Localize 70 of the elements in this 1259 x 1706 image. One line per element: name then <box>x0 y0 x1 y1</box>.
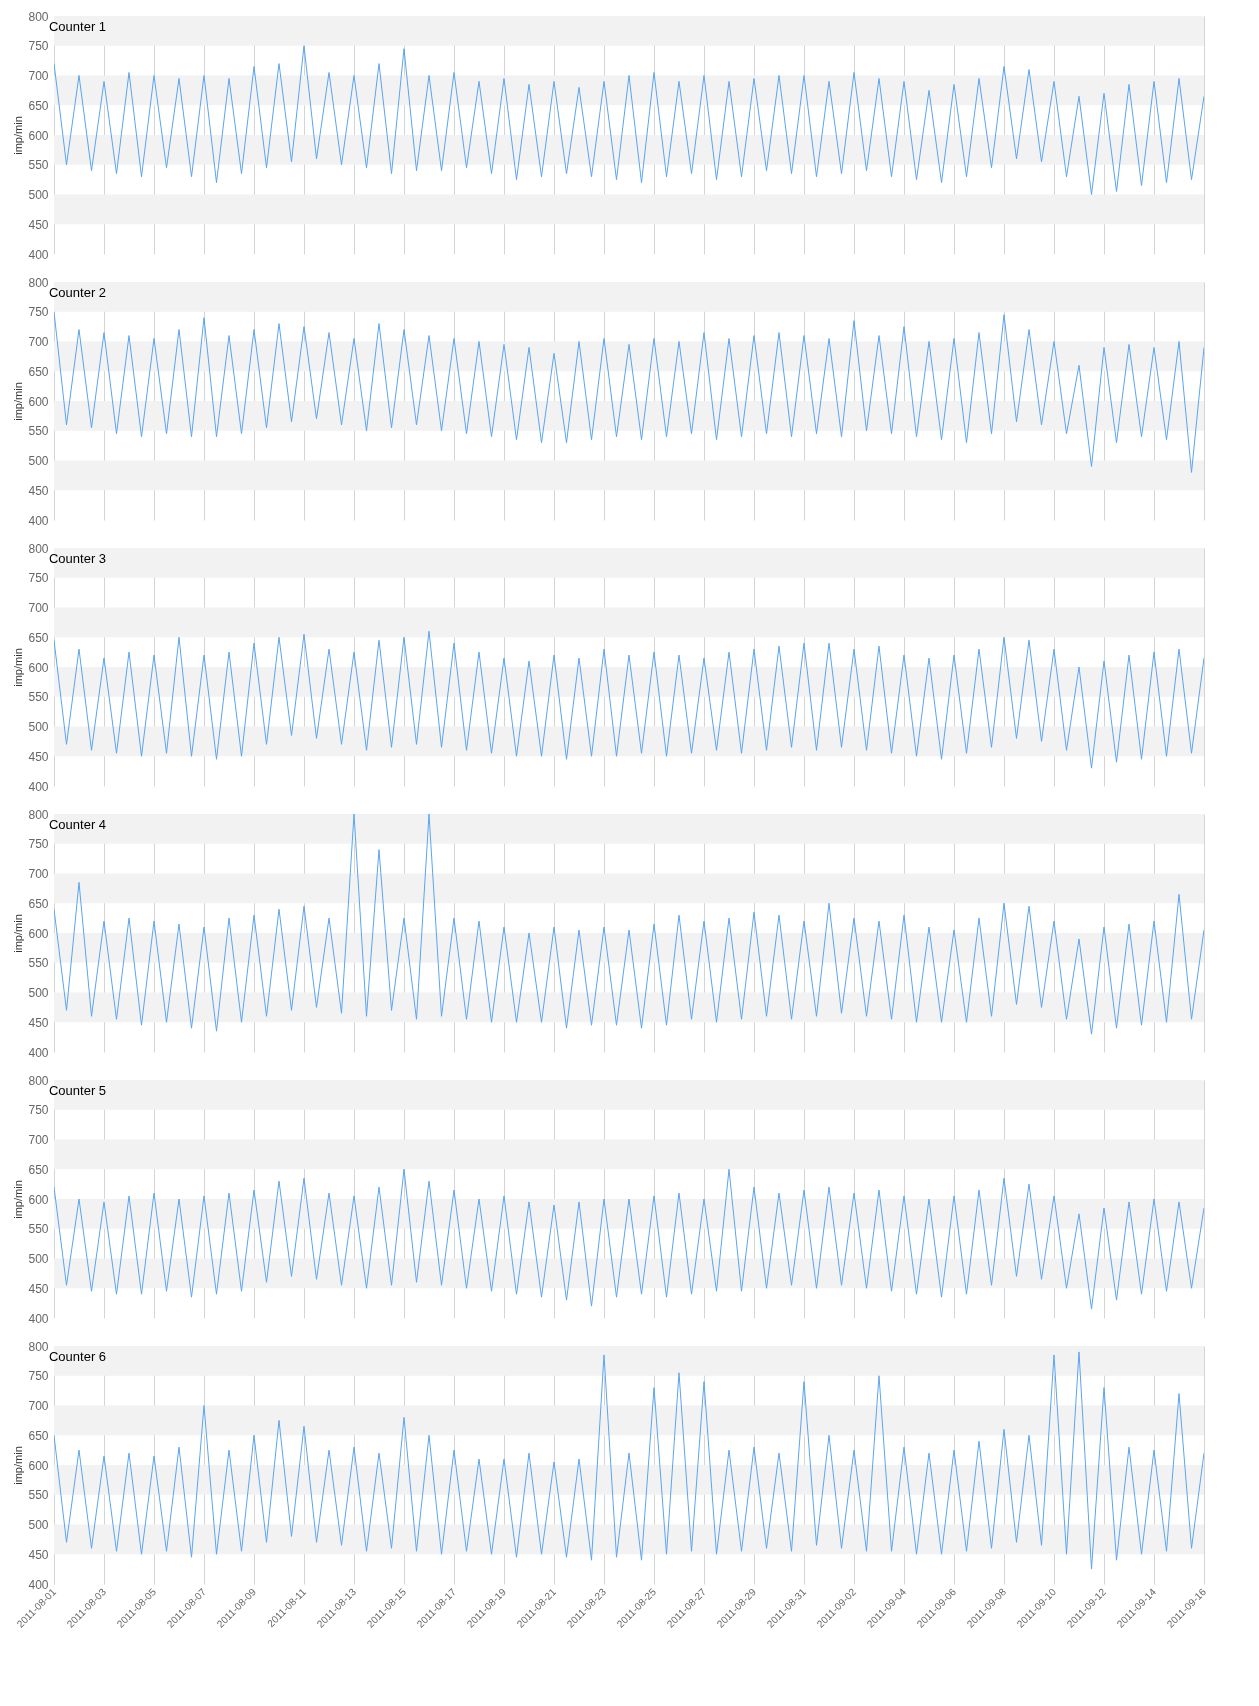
y-tick-label: 600 <box>28 128 49 143</box>
y-axis-title: imp/min <box>12 914 25 953</box>
y-tick-label: 550 <box>28 1222 49 1237</box>
line-series <box>54 311 1204 473</box>
line-series <box>54 630 1204 769</box>
y-tick-label: 450 <box>28 1547 49 1562</box>
y-tick-label: 550 <box>28 956 49 971</box>
y-tick-label: 500 <box>28 986 49 1000</box>
y-axis-title: imp/min <box>12 1446 25 1485</box>
y-tick-label: 450 <box>28 1015 49 1030</box>
y-tick-label: 800 <box>28 541 49 556</box>
y-tick-label: 600 <box>28 926 49 941</box>
y-tick-label: 750 <box>28 1103 49 1118</box>
y-tick-label: 700 <box>28 69 49 83</box>
chart-title: Counter 5 <box>48 1083 107 1098</box>
y-tick-label: 750 <box>28 39 49 54</box>
y-axis-title: imp/min <box>12 1180 25 1219</box>
y-tick-label: 700 <box>28 1399 49 1413</box>
y-tick-label: 750 <box>28 571 49 586</box>
y-tick-label: 600 <box>28 394 49 409</box>
y-tick-label: 600 <box>28 660 49 675</box>
y-tick-label: 800 <box>28 1073 49 1088</box>
y-tick-label: 450 <box>28 1281 49 1296</box>
y-tick-label: 650 <box>28 1428 49 1443</box>
chart-title: Counter 1 <box>48 19 107 34</box>
chart-title: Counter 4 <box>48 817 107 832</box>
line-series <box>54 45 1204 195</box>
y-tick-label: 450 <box>28 749 49 764</box>
y-tick-label: 500 <box>28 454 49 468</box>
y-tick-label: 550 <box>28 424 49 439</box>
y-tick-label: 450 <box>28 483 49 498</box>
y-tick-label: 550 <box>28 1488 49 1503</box>
y-tick-label: 400 <box>28 247 49 262</box>
y-tick-label: 700 <box>28 335 49 349</box>
y-tick-label: 750 <box>28 837 49 852</box>
y-tick-label: 400 <box>28 1311 49 1326</box>
y-tick-label: 550 <box>28 158 49 173</box>
y-tick-label: 650 <box>28 896 49 911</box>
y-tick-label: 800 <box>28 9 49 24</box>
y-tick-label: 400 <box>28 513 49 528</box>
y-axis-title: imp/min <box>12 382 25 421</box>
y-tick-label: 450 <box>28 217 49 232</box>
chart-title: Counter 2 <box>48 285 107 300</box>
y-tick-label: 650 <box>28 98 49 113</box>
y-tick-label: 700 <box>28 867 49 881</box>
y-tick-label: 650 <box>28 1162 49 1177</box>
line-series <box>54 1168 1204 1310</box>
y-tick-label: 400 <box>28 1577 49 1592</box>
y-tick-label: 800 <box>28 1339 49 1354</box>
y-tick-label: 800 <box>28 275 49 290</box>
y-tick-label: 600 <box>28 1458 49 1473</box>
y-tick-label: 750 <box>28 305 49 320</box>
y-tick-label: 400 <box>28 779 49 794</box>
chart-title: Counter 3 <box>48 551 107 566</box>
y-tick-label: 500 <box>28 1518 49 1532</box>
y-axis-title: imp/min <box>12 116 25 155</box>
y-tick-label: 650 <box>28 364 49 379</box>
chart-title: Counter 6 <box>48 1349 107 1364</box>
y-tick-label: 400 <box>28 1045 49 1060</box>
y-tick-label: 500 <box>28 188 49 202</box>
y-tick-label: 500 <box>28 1252 49 1266</box>
y-tick-label: 600 <box>28 1192 49 1207</box>
y-tick-label: 550 <box>28 690 49 705</box>
y-tick-label: 500 <box>28 720 49 734</box>
y-tick-label: 700 <box>28 601 49 615</box>
y-tick-label: 750 <box>28 1369 49 1384</box>
y-tick-label: 800 <box>28 807 49 822</box>
y-tick-label: 700 <box>28 1133 49 1147</box>
y-axis-title: imp/min <box>12 648 25 687</box>
y-tick-label: 650 <box>28 630 49 645</box>
